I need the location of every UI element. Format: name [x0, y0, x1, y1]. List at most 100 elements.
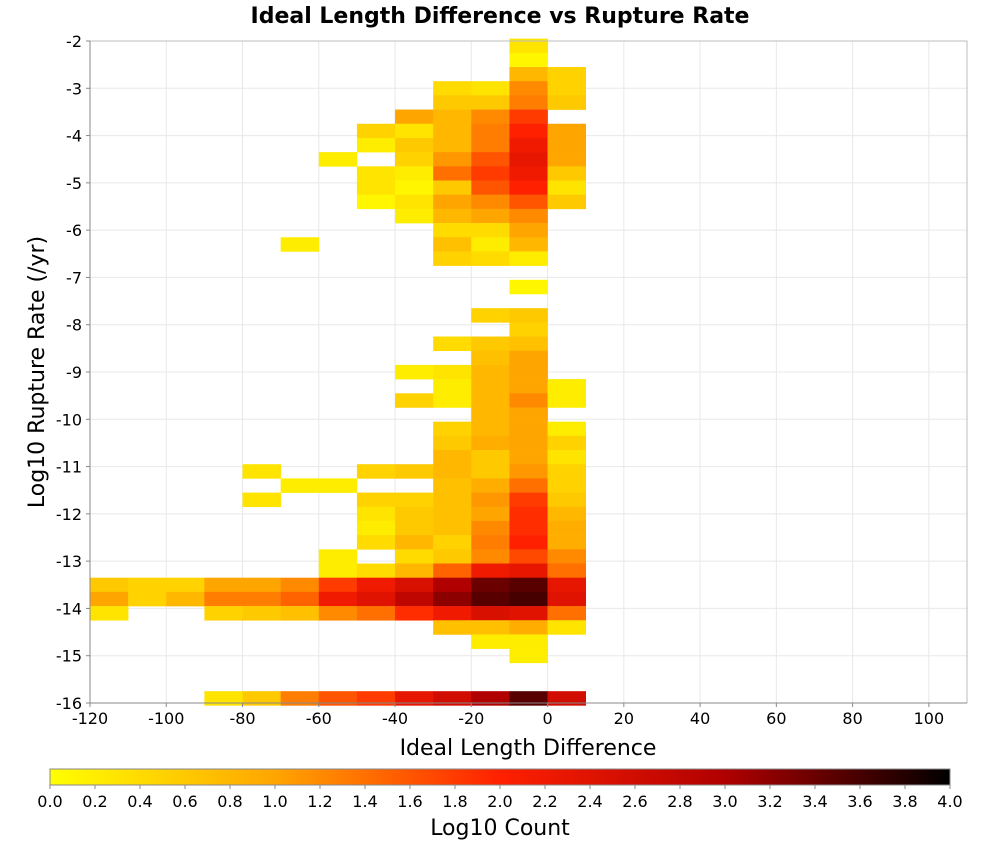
heatmap-cell	[471, 251, 510, 266]
heatmap-cell	[547, 95, 586, 110]
colorbar-label: Log10 Count	[430, 816, 570, 841]
heatmap-cell	[242, 591, 281, 607]
heatmap-cell	[547, 166, 586, 181]
heatmap-cell	[471, 137, 510, 153]
colorbar-tick-label: 2.6	[622, 792, 647, 811]
heatmap-cell	[433, 166, 472, 181]
heatmap-cell	[509, 364, 548, 380]
heatmap-cell	[509, 237, 548, 252]
heatmap-cell	[547, 435, 586, 451]
heatmap-cell	[471, 364, 510, 380]
y-tick-label: -2	[66, 32, 82, 51]
x-tick-label: -120	[72, 709, 108, 728]
heatmap-cell	[90, 606, 129, 621]
y-tick-label: -3	[66, 79, 82, 98]
heatmap-cell	[356, 492, 396, 508]
heatmap-cell	[547, 506, 586, 522]
heatmap-cell	[395, 606, 434, 621]
colorbar-tick-label: 3.2	[757, 792, 782, 811]
x-tick-label: -100	[148, 709, 184, 728]
heatmap-cell	[471, 166, 510, 181]
heatmap-cell	[471, 379, 510, 394]
colorbar-tick-label: 2.4	[577, 792, 602, 811]
heatmap-cell	[318, 549, 358, 564]
heatmap-cell	[547, 691, 586, 706]
heatmap-cell	[471, 393, 510, 408]
heatmap-cell	[509, 492, 548, 508]
heatmap-cell	[509, 634, 548, 649]
heatmap-cell	[547, 606, 586, 621]
heatmap-cell	[547, 421, 586, 437]
colorbar-tick-label: 2.8	[667, 792, 692, 811]
heatmap-cell	[433, 180, 472, 195]
heatmap-cell	[509, 563, 548, 578]
x-tick-label: 20	[614, 709, 634, 728]
heatmap-cell	[509, 336, 548, 352]
colorbar-tick-label: 0.0	[37, 792, 62, 811]
heatmap-cell	[509, 194, 548, 210]
heatmap-cell	[395, 166, 434, 181]
heatmap-cell	[509, 549, 548, 564]
heatmap-cell	[356, 577, 396, 593]
heatmap-cell	[547, 535, 586, 550]
heatmap-cell	[166, 591, 205, 607]
colorbar	[49, 768, 951, 786]
heatmap-cell	[509, 421, 548, 437]
heatmap-cell	[395, 194, 434, 210]
y-tick-label: -14	[56, 599, 82, 618]
heatmap-cell	[395, 506, 434, 522]
heatmap-cell	[509, 308, 548, 323]
colorbar-tick-label: 3.4	[802, 792, 827, 811]
x-tick-label: 40	[690, 709, 710, 728]
heatmap-cell	[547, 492, 586, 508]
heatmap-cell	[509, 180, 548, 195]
heatmap-cell	[433, 237, 472, 252]
heatmap-cell	[395, 208, 434, 224]
heatmap-cell	[280, 606, 320, 621]
y-tick-label: -12	[56, 505, 82, 524]
heatmap-cell	[509, 137, 548, 153]
heatmap-cell	[356, 691, 396, 706]
heatmap-cell	[509, 464, 548, 479]
heatmap-cell	[509, 535, 548, 550]
heatmap-cell	[395, 520, 434, 536]
heatmap-cell	[356, 506, 396, 522]
heatmap-cell	[356, 591, 396, 607]
heatmap-cell	[547, 563, 586, 578]
heatmap-cell	[471, 350, 510, 366]
heatmap-cell	[471, 634, 510, 649]
heatmap-cell	[547, 549, 586, 564]
y-tick-label: -10	[56, 410, 82, 429]
heatmap-cell	[395, 563, 434, 578]
heatmap-cell	[356, 194, 396, 210]
y-tick-label: -9	[66, 363, 82, 382]
heatmap-cell	[433, 563, 472, 578]
heatmap-cell	[90, 591, 129, 607]
heatmap-cell	[204, 577, 243, 593]
colorbar-tick-label: 1.4	[352, 792, 377, 811]
heatmap-cell	[395, 123, 434, 139]
heatmap-cell	[280, 478, 320, 493]
heatmap-cell	[356, 520, 396, 536]
heatmap-cell	[509, 620, 548, 635]
heatmap-cell	[471, 194, 510, 210]
heatmap-cell	[433, 208, 472, 224]
heatmap-cell	[395, 109, 434, 125]
heatmap-cell	[318, 563, 358, 578]
y-tick-label: -15	[56, 647, 82, 666]
heatmap-cell	[433, 478, 472, 493]
heatmap-cell	[471, 691, 510, 706]
heatmap-cell	[509, 606, 548, 621]
heatmap-cell	[433, 95, 472, 110]
heatmap-cell	[471, 435, 510, 451]
heatmap-cell	[471, 336, 510, 352]
heatmap-cell	[509, 251, 548, 266]
heatmap-cell	[204, 591, 243, 607]
heatmap-cell	[318, 577, 358, 593]
heatmap-cell	[471, 464, 510, 479]
heatmap-cell	[395, 549, 434, 564]
heatmap-cell	[471, 109, 510, 125]
heatmap-cell	[433, 421, 472, 437]
heatmap-cell	[509, 450, 548, 465]
heatmap-cell	[471, 223, 510, 238]
